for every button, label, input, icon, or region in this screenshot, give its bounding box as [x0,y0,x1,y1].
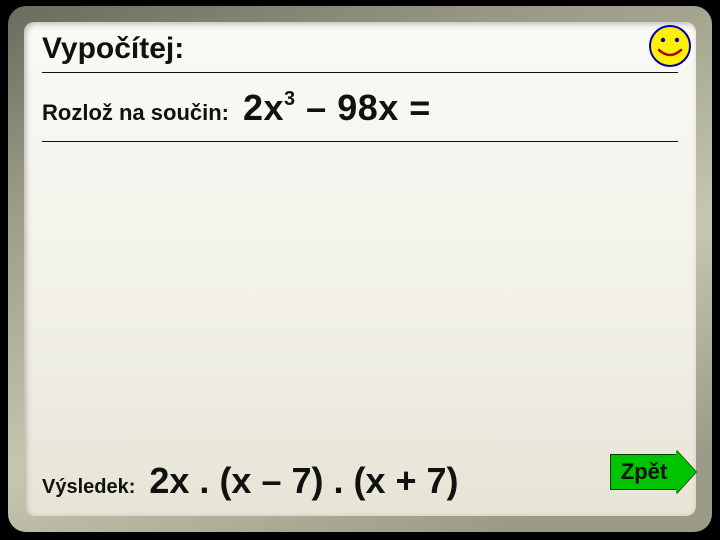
divider-top [42,72,678,73]
back-button[interactable]: Zpět [610,454,696,490]
expr-rest: – 98x = [296,87,431,128]
problem-label: Rozlož na součin: [42,100,229,126]
problem-row: Rozlož na součin: 2x3 – 98x = [42,81,678,135]
back-button-label: Zpět [621,459,667,485]
divider-problem [42,141,678,142]
expr-exponent: 3 [284,88,296,110]
board-surface: Vypočítej: Rozlož na součin: 2x3 – 98x =… [24,22,696,516]
arrow-right-icon [676,450,696,494]
result-row: Výsledek: 2x . (x – 7) . (x + 7) [42,460,459,502]
content-area: Vypočítej: Rozlož na součin: 2x3 – 98x =… [24,22,696,516]
expr-term1: 2x [243,87,284,128]
page-title: Vypočítej: [42,32,678,72]
problem-expression: 2x3 – 98x = [243,87,431,129]
result-label: Výsledek: [42,476,135,499]
board-frame: Vypočítej: Rozlož na součin: 2x3 – 98x =… [8,6,712,532]
smiley-icon [648,24,692,68]
result-expression: 2x . (x – 7) . (x + 7) [149,460,458,502]
back-button-body: Zpět [610,454,677,490]
